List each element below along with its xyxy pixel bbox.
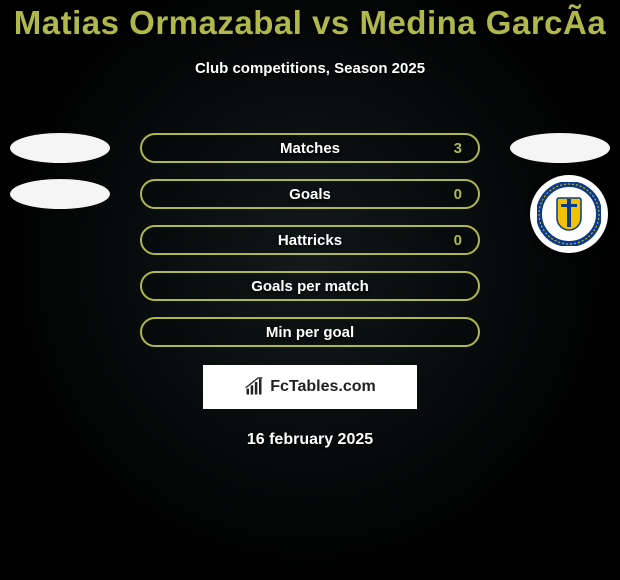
stat-pill: Goals 0 (140, 179, 480, 209)
stat-row: Goals per match (0, 263, 620, 309)
footer-date: 16 february 2025 (0, 431, 620, 449)
season-subtitle: Club competitions, Season 2025 (0, 60, 620, 77)
stat-pill: Matches 3 (140, 133, 480, 163)
player-left-placeholder-icon (10, 133, 110, 163)
stat-label: Hattricks (278, 232, 342, 249)
stats-rows: Matches 3 Goals 0 (0, 125, 620, 355)
stat-label: Goals (289, 186, 331, 203)
fctables-branding[interactable]: FcTables.com (203, 365, 417, 409)
player-left-placeholder-icon (10, 179, 110, 209)
stat-right-value: 3 (454, 140, 462, 157)
stat-right-value: 0 (454, 232, 462, 249)
page-title: Matias Ormazabal vs Medina GarcÃ­a (0, 0, 620, 42)
fctables-label: FcTables.com (270, 378, 376, 396)
stat-pill: Hattricks 0 (140, 225, 480, 255)
fctables-chart-icon (244, 377, 264, 397)
stat-label: Goals per match (251, 278, 369, 295)
stat-pill: Goals per match (140, 271, 480, 301)
player-right-placeholder-icon (510, 133, 610, 163)
stat-row: Goals 0 (0, 171, 620, 217)
stat-label: Matches (280, 140, 340, 157)
stat-row: Matches 3 (0, 125, 620, 171)
stat-row: Min per goal (0, 309, 620, 355)
stat-label: Min per goal (266, 324, 354, 341)
stat-row: Hattricks 0 (0, 217, 620, 263)
stat-pill: Min per goal (140, 317, 480, 347)
stat-right-value: 0 (454, 186, 462, 203)
